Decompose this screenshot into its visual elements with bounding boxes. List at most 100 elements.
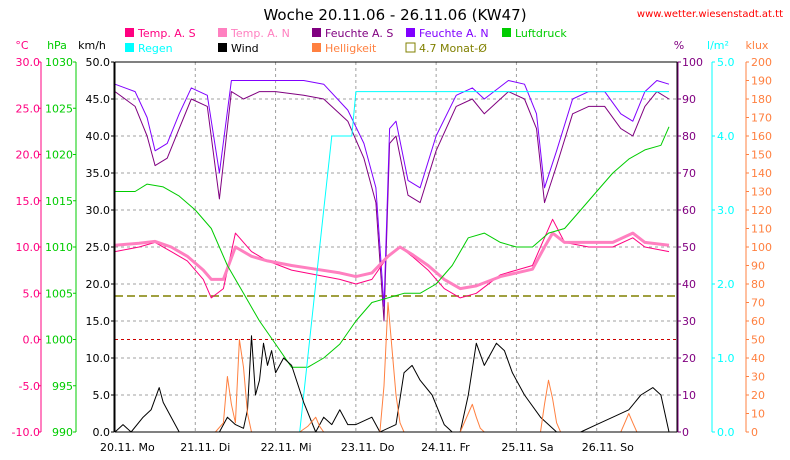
legend-label: Feuchte A. S — [325, 27, 393, 40]
pressure-tick-label: 1015 — [45, 195, 73, 208]
legend-swatch — [502, 28, 511, 37]
pressure-tick-label: 1020 — [45, 149, 73, 162]
temp-tick-label: 0.0 — [23, 334, 41, 347]
light-tick-label: 70 — [751, 297, 765, 310]
humidity-tick-label: 100 — [682, 56, 703, 69]
light-tick-label: 170 — [751, 112, 772, 125]
temp-tick-label: 25.0 — [16, 102, 41, 115]
x-tick-label: 26.11. So — [582, 441, 634, 454]
axes: 30.025.020.015.010.05.00.0-5.0-10.0°C103… — [12, 39, 772, 439]
legend-label: Luftdruck — [515, 27, 567, 40]
legend-swatch — [125, 28, 134, 37]
pressure-tick-label: 1010 — [45, 241, 73, 254]
light-tick-label: 50 — [751, 334, 765, 347]
light-tick-label: 100 — [751, 241, 772, 254]
series-line-wind — [114, 335, 670, 433]
light-tick-label: 180 — [751, 93, 772, 106]
wind-tick-label: 15.0 — [86, 315, 111, 328]
light-tick-label: 140 — [751, 167, 772, 180]
rain-tick-label: 2.0 — [717, 278, 735, 291]
light-tick-label: 20 — [751, 389, 765, 402]
rain-tick-label: 3.0 — [717, 204, 735, 217]
humidity-tick-label: 10 — [682, 389, 696, 402]
light-tick-label: 110 — [751, 223, 772, 236]
pressure-tick-label: 990 — [52, 426, 73, 439]
legend-swatch — [218, 28, 227, 37]
rain-tick-label: 1.0 — [717, 352, 735, 365]
rain-tick-label: 0.0 — [717, 426, 735, 439]
chart-title: Woche 20.11.06 - 26.11.06 (KW47) — [263, 6, 526, 24]
humidity-tick-label: 20 — [682, 352, 696, 365]
pressure-tick-label: 1030 — [45, 56, 73, 69]
legend-swatch — [125, 43, 134, 52]
light-tick-label: 80 — [751, 278, 765, 291]
humidity-tick-label: 40 — [682, 278, 696, 291]
wind-tick-label: 0.0 — [93, 426, 111, 439]
series-line-luftdruck — [115, 126, 670, 368]
x-tick-label: 20.11. Mo — [100, 441, 155, 454]
light-tick-label: 150 — [751, 149, 772, 162]
humidity-tick-label: 60 — [682, 204, 696, 217]
light-tick-label: 200 — [751, 56, 772, 69]
pressure-tick-label: 995 — [52, 380, 73, 393]
series-line-feuchte-a-n — [114, 80, 670, 307]
series-line-feuchte-a-s — [114, 91, 670, 322]
series-line-helligkeit — [115, 302, 669, 433]
humidity-unit-label: % — [674, 39, 684, 52]
rain-unit-label: l/m² — [707, 39, 729, 52]
series-line-temp-a-n — [114, 231, 670, 291]
temp-tick-label: 20.0 — [16, 149, 41, 162]
wind-tick-label: 20.0 — [86, 278, 111, 291]
x-tick-label: 22.11. Mi — [261, 441, 312, 454]
humidity-tick-label: 80 — [682, 130, 696, 143]
legend-swatch — [218, 43, 227, 52]
temp-tick-label: -10.0 — [12, 426, 40, 439]
light-tick-label: 10 — [751, 408, 765, 421]
wind-tick-label: 45.0 — [86, 93, 111, 106]
wind-tick-label: 40.0 — [86, 130, 111, 143]
light-unit-label: klux — [746, 39, 769, 52]
pressure-tick-label: 1000 — [45, 334, 73, 347]
rain-tick-label: 4.0 — [717, 130, 735, 143]
humidity-tick-label: 90 — [682, 93, 696, 106]
legend-swatch — [312, 28, 321, 37]
light-tick-label: 120 — [751, 204, 772, 217]
plot-area — [114, 80, 670, 433]
plot-frame — [114, 61, 678, 433]
pressure-unit-label: hPa — [47, 39, 67, 52]
legend-label: Regen — [138, 42, 173, 55]
humidity-tick-label: 0 — [682, 426, 689, 439]
wind-unit-label: km/h — [78, 39, 106, 52]
wind-tick-label: 25.0 — [86, 241, 111, 254]
legend-label: Helligkeit — [325, 42, 377, 55]
humidity-tick-label: 30 — [682, 315, 696, 328]
temp-tick-label: 15.0 — [16, 195, 41, 208]
legend-label: Temp. A. N — [230, 27, 290, 40]
wind-tick-label: 10.0 — [86, 352, 111, 365]
light-tick-label: 190 — [751, 75, 772, 88]
temp-tick-label: 5.0 — [23, 287, 41, 300]
temp-unit-label: °C — [15, 39, 29, 52]
source-label: www.wetter.wiesenstadt.at.tt — [637, 9, 783, 20]
wind-tick-label: 5.0 — [93, 389, 111, 402]
legend-label: Temp. A. S — [137, 27, 196, 40]
temp-tick-label: 30.0 — [16, 56, 41, 69]
light-tick-label: 40 — [751, 352, 765, 365]
light-tick-label: 160 — [751, 130, 772, 143]
light-tick-label: 0 — [751, 426, 758, 439]
light-tick-label: 30 — [751, 371, 765, 384]
wind-tick-label: 35.0 — [86, 167, 111, 180]
legend-label: Feuchte A. N — [419, 27, 489, 40]
light-tick-label: 130 — [751, 186, 772, 199]
humidity-tick-label: 70 — [682, 167, 696, 180]
pressure-tick-label: 1005 — [45, 287, 73, 300]
temp-tick-label: -5.0 — [19, 380, 40, 393]
temp-tick-label: 10.0 — [16, 241, 41, 254]
wind-tick-label: 30.0 — [86, 204, 111, 217]
series-line-regen — [115, 91, 669, 433]
light-tick-label: 90 — [751, 260, 765, 273]
x-axis-labels: 20.11. Mo 21.11. Di 22.11. Mi 23.11. Do 24.1… — [100, 441, 634, 454]
legend-swatch — [406, 28, 415, 37]
